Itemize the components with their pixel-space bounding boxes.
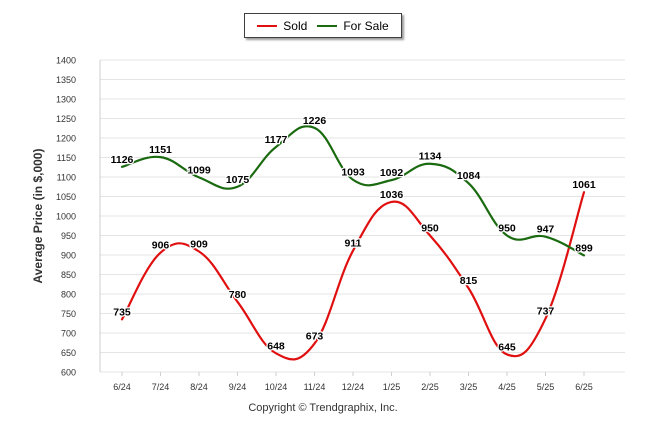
data-label: 1151 xyxy=(149,144,172,156)
data-label: 1075 xyxy=(226,174,250,186)
y-tick-label: 1200 xyxy=(56,134,76,144)
x-tick-label: 7/24 xyxy=(152,382,170,392)
legend-item-forsale[interactable]: For Sale xyxy=(317,18,389,33)
x-tick-label: 3/25 xyxy=(460,382,478,392)
data-label: 1099 xyxy=(187,164,211,176)
data-label: 1093 xyxy=(341,167,365,179)
y-tick-label: 900 xyxy=(61,251,76,261)
sold-line-swatch xyxy=(257,24,278,27)
x-tick-label: 11/24 xyxy=(304,382,326,392)
y-tick-label: 1400 xyxy=(56,56,76,66)
y-tick-label: 1100 xyxy=(57,173,76,183)
x-tick-label: 8/24 xyxy=(190,382,208,392)
y-tick-label: 1350 xyxy=(56,75,76,85)
data-label: 645 xyxy=(498,341,516,353)
y-tick-label: 600 xyxy=(61,368,76,378)
data-label: 737 xyxy=(537,306,555,318)
x-tick-label: 6/24 xyxy=(113,382,131,392)
y-tick-label: 1300 xyxy=(56,95,76,105)
data-label: 815 xyxy=(460,275,478,287)
data-label: 947 xyxy=(537,224,555,236)
data-label: 1061 xyxy=(572,179,596,191)
chart-series xyxy=(120,125,586,361)
y-tick-label: 850 xyxy=(61,270,76,280)
legend-label-forsale: For Sale xyxy=(343,18,389,33)
data-label: 909 xyxy=(190,238,208,250)
y-tick-label: 700 xyxy=(61,329,76,339)
legend-item-sold[interactable]: Sold xyxy=(257,19,307,33)
x-tick-label: 2/25 xyxy=(421,382,439,392)
y-tick-label: 1150 xyxy=(57,153,76,163)
data-label: 735 xyxy=(113,306,131,318)
data-label: 950 xyxy=(421,223,439,235)
data-label: 648 xyxy=(267,340,285,352)
data-label: 950 xyxy=(498,223,516,235)
y-tick-label: 800 xyxy=(61,290,76,300)
data-label: 1084 xyxy=(457,170,481,182)
data-label: 673 xyxy=(306,331,324,343)
data-label: 780 xyxy=(229,289,247,301)
x-tick-label: 10/24 xyxy=(265,382,288,392)
legend: Sold For Sale xyxy=(244,13,402,38)
y-axis-label: Average Price (in $,000) xyxy=(31,149,45,284)
data-label: 1226 xyxy=(303,115,327,127)
y-tick-label: 950 xyxy=(61,231,76,241)
y-tick-label: 1050 xyxy=(56,192,76,202)
data-label: 1126 xyxy=(111,154,134,166)
data-label: 1134 xyxy=(419,151,442,163)
data-label: 1177 xyxy=(265,134,288,146)
data-label: 1092 xyxy=(380,167,404,179)
x-tick-label: 1/25 xyxy=(383,382,401,392)
data-label: 911 xyxy=(345,238,362,250)
data-labels: 735 906 909 780 648 673 911 1036 950 815 645 737 106… xyxy=(109,114,597,355)
data-label: 906 xyxy=(152,240,170,252)
data-label: 1036 xyxy=(380,189,404,201)
x-axis-ticks: 6/24 7/24 8/24 9/24 10/24 11/24 12/24 1/25 2/25 3… xyxy=(113,372,593,392)
series-line-sold xyxy=(120,191,586,361)
x-tick-label: 9/24 xyxy=(229,382,247,392)
x-tick-label: 6/25 xyxy=(575,382,593,392)
y-tick-label: 1250 xyxy=(56,114,76,124)
y-axis-ticks: 600 650 700 750 800 850 900 950 1000 1050 1100 1150… xyxy=(56,56,76,378)
data-label: 899 xyxy=(575,242,593,254)
chart-grid xyxy=(99,59,625,373)
x-tick-label: 12/24 xyxy=(342,382,365,392)
forsale-line-swatch xyxy=(317,24,338,27)
x-tick-label: 5/25 xyxy=(537,382,555,392)
y-tick-label: 650 xyxy=(61,348,76,358)
series-line-for-sale xyxy=(120,125,586,257)
legend-label-sold: Sold xyxy=(283,18,308,33)
x-tick-label: 4/25 xyxy=(498,382,516,392)
copyright-text: Copyright © Trendgraphix, Inc. xyxy=(248,402,398,414)
y-tick-label: 1000 xyxy=(56,212,76,222)
y-tick-label: 750 xyxy=(61,309,76,319)
